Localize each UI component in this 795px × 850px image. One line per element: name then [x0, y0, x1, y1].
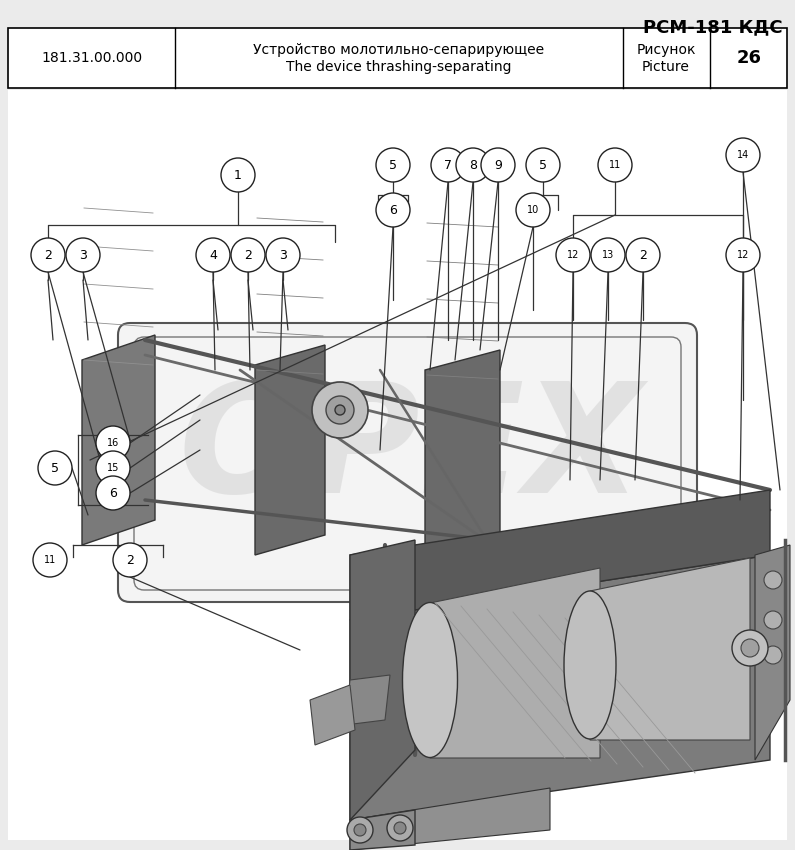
Polygon shape [82, 335, 155, 545]
Circle shape [376, 193, 410, 227]
Text: 5: 5 [539, 158, 547, 172]
Circle shape [431, 148, 465, 182]
Circle shape [394, 822, 406, 834]
Circle shape [113, 543, 147, 577]
Circle shape [326, 396, 354, 424]
Circle shape [31, 238, 65, 272]
Text: 9: 9 [494, 158, 502, 172]
Circle shape [726, 238, 760, 272]
Circle shape [231, 238, 265, 272]
Polygon shape [430, 568, 600, 758]
Circle shape [732, 630, 768, 666]
Text: 7: 7 [444, 158, 452, 172]
Text: 26: 26 [736, 49, 762, 67]
Polygon shape [590, 558, 750, 740]
Circle shape [481, 148, 515, 182]
Circle shape [196, 238, 230, 272]
Text: 13: 13 [602, 250, 614, 260]
Ellipse shape [564, 591, 616, 739]
Polygon shape [310, 685, 355, 745]
Text: 8: 8 [469, 158, 477, 172]
Text: 181.31.00.000: 181.31.00.000 [41, 51, 142, 65]
Text: 2: 2 [639, 248, 647, 262]
Text: 5: 5 [389, 158, 397, 172]
FancyBboxPatch shape [118, 323, 697, 602]
Circle shape [347, 817, 373, 843]
Bar [8, 90, 787, 840]
Circle shape [96, 451, 130, 485]
Text: 11: 11 [609, 160, 621, 170]
Circle shape [764, 571, 782, 589]
Circle shape [764, 646, 782, 664]
Circle shape [764, 611, 782, 629]
Ellipse shape [402, 603, 457, 757]
Circle shape [741, 639, 759, 657]
Polygon shape [425, 350, 500, 555]
Polygon shape [255, 345, 325, 555]
Circle shape [33, 543, 67, 577]
Text: 10: 10 [527, 205, 539, 215]
Text: 11: 11 [44, 555, 56, 565]
Bar [8, 28, 787, 88]
Circle shape [354, 824, 366, 836]
Polygon shape [350, 788, 550, 850]
Text: 12: 12 [567, 250, 580, 260]
Polygon shape [350, 555, 770, 820]
Text: 16: 16 [107, 438, 119, 448]
Circle shape [38, 451, 72, 485]
Circle shape [526, 148, 560, 182]
Circle shape [96, 426, 130, 460]
Text: РСМ-181 КДС: РСМ-181 КДС [643, 18, 783, 36]
Circle shape [376, 148, 410, 182]
Text: 4: 4 [209, 248, 217, 262]
Text: 6: 6 [389, 203, 397, 217]
Text: The device thrashing-separating: The device thrashing-separating [286, 60, 512, 74]
Circle shape [726, 138, 760, 172]
Circle shape [516, 193, 550, 227]
Polygon shape [350, 490, 770, 620]
Text: 3: 3 [79, 248, 87, 262]
Text: 5: 5 [51, 462, 59, 474]
Text: Picture: Picture [642, 60, 690, 74]
Text: 2: 2 [44, 248, 52, 262]
Circle shape [266, 238, 300, 272]
Text: 1: 1 [234, 168, 242, 182]
Polygon shape [345, 675, 390, 725]
Circle shape [66, 238, 100, 272]
Text: 14: 14 [737, 150, 749, 160]
Text: 2: 2 [244, 248, 252, 262]
Text: 15: 15 [107, 463, 119, 473]
Circle shape [96, 476, 130, 510]
Text: Устройство молотильно-сепарирующее: Устройство молотильно-сепарирующее [254, 43, 545, 57]
Circle shape [456, 148, 490, 182]
Text: ОРЕХ: ОРЕХ [178, 376, 642, 524]
Text: 12: 12 [737, 250, 749, 260]
Polygon shape [350, 810, 415, 850]
Circle shape [591, 238, 625, 272]
Polygon shape [350, 540, 415, 820]
Circle shape [387, 815, 413, 841]
Text: 2: 2 [126, 553, 134, 566]
Text: 3: 3 [279, 248, 287, 262]
Text: 6: 6 [109, 486, 117, 500]
Circle shape [626, 238, 660, 272]
Polygon shape [755, 545, 790, 760]
Circle shape [335, 405, 345, 415]
Circle shape [556, 238, 590, 272]
Circle shape [312, 382, 368, 438]
Circle shape [598, 148, 632, 182]
Text: Рисунок: Рисунок [636, 43, 696, 57]
Circle shape [221, 158, 255, 192]
